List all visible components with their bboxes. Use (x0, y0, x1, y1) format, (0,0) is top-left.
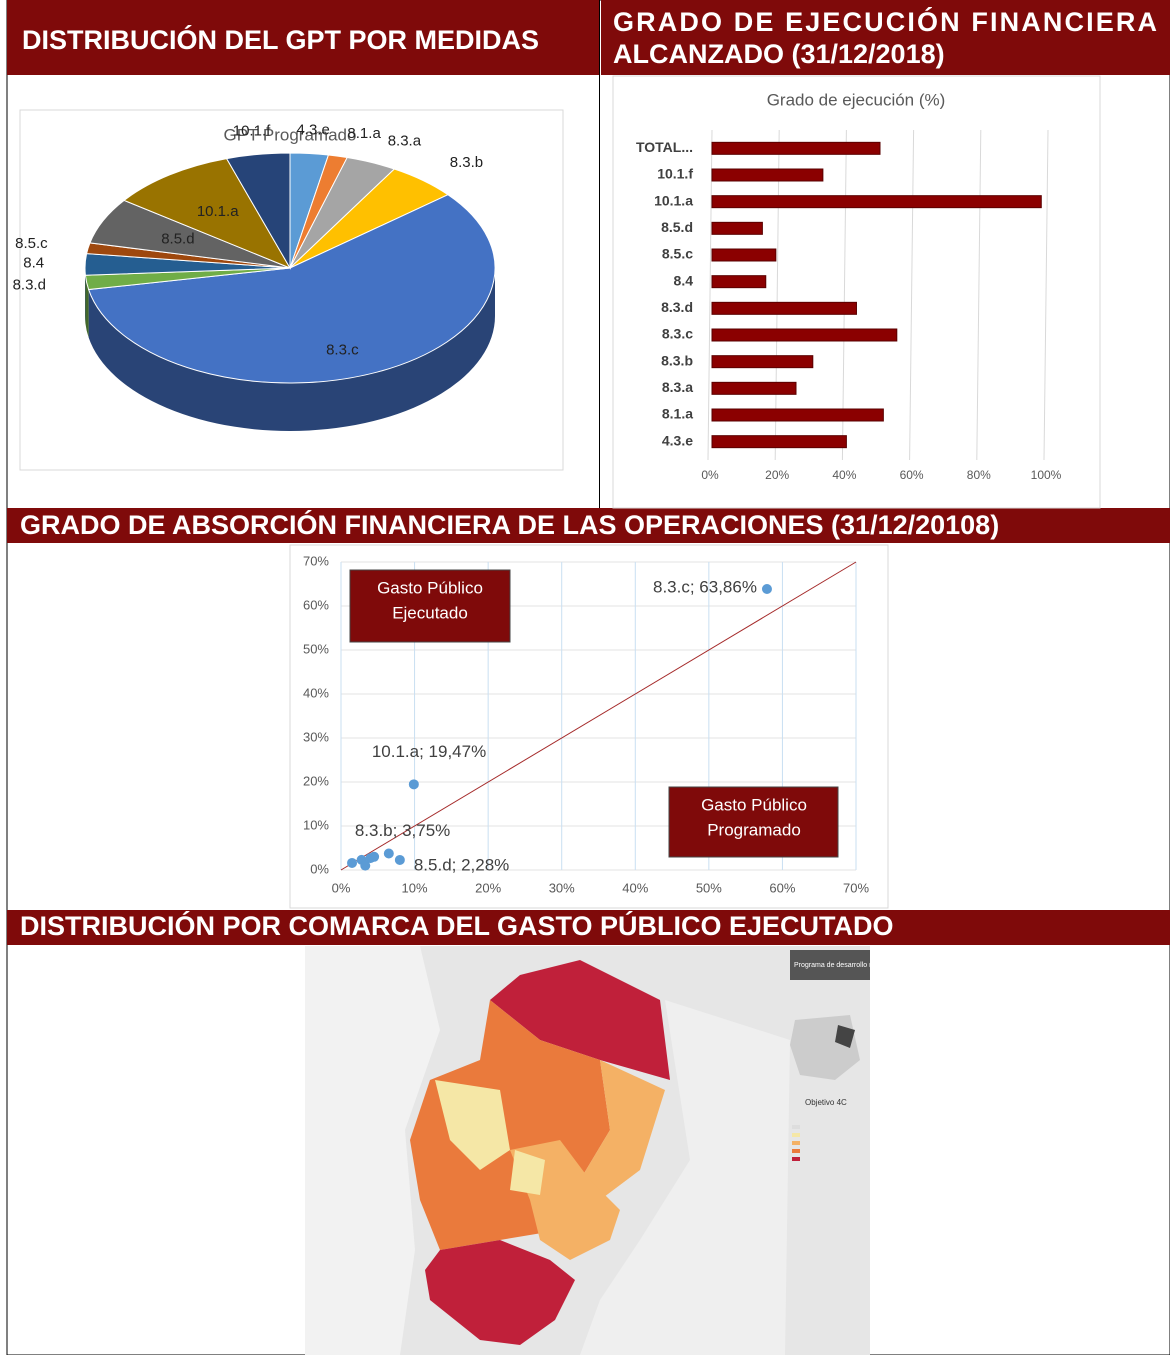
x-tick-label: 30% (549, 880, 575, 895)
point (409, 779, 419, 789)
x-tick-label: 40% (622, 880, 648, 895)
bar (712, 222, 762, 234)
slice-label: 8.5.d (161, 231, 194, 248)
legend-swatch (792, 1157, 800, 1161)
annotation: Programado (707, 820, 801, 839)
x-tick-label: 0% (701, 468, 719, 482)
x-tick-label: 10% (402, 880, 428, 895)
y-tick-label: 30% (303, 729, 329, 744)
y-tick-label: 60% (303, 597, 329, 612)
legend-swatch (792, 1141, 800, 1145)
slice-label: 4.3.e (296, 122, 329, 139)
bar (712, 196, 1041, 208)
y-tick-label: 0% (310, 861, 329, 876)
x-tick-label: 60% (900, 468, 924, 482)
bar (712, 356, 813, 368)
y-tick-label: 8.5.d (661, 219, 693, 235)
y-tick-label: 4.3.e (662, 432, 693, 448)
slice-label: 10.1.a (197, 203, 239, 220)
y-tick-label: 8.4 (674, 272, 694, 288)
point (347, 858, 357, 868)
legend-swatch (792, 1133, 800, 1137)
data-label: 8.3.b; 3,75% (355, 821, 450, 840)
bar (712, 382, 796, 394)
bar (712, 302, 856, 314)
x-tick-label: 100% (1031, 468, 1062, 482)
x-tick-label: 20% (765, 468, 789, 482)
y-tick-label: 8.3.c (662, 326, 693, 342)
chart-title: Grado de ejecución (%) (767, 90, 946, 109)
annotation: Gasto Público (701, 795, 807, 814)
map-legend-title: Programa de desarrollo rural (794, 962, 884, 969)
y-tick-label: 8.3.a (662, 379, 693, 395)
section-title: GRADO DE EJECUCIÓN FINANCIERA (613, 6, 1157, 37)
point (395, 855, 405, 865)
data-label: 10.1.a; 19,47% (372, 742, 486, 761)
legend-swatch (792, 1149, 800, 1153)
y-tick-label: 10.1.a (654, 192, 693, 208)
y-tick-label: 20% (303, 773, 329, 788)
x-tick-label: 40% (832, 468, 856, 482)
data-label: 8.5.d; 2,28% (414, 855, 509, 874)
point (762, 584, 772, 594)
bar (712, 409, 883, 421)
slice-label: 8.3.d (13, 276, 46, 293)
slice-label: 8.1.a (347, 125, 381, 142)
y-tick-label: 8.3.d (661, 299, 693, 315)
y-tick-label: 8.3.b (661, 352, 693, 368)
x-tick-label: 80% (967, 468, 991, 482)
y-tick-label: 10% (303, 817, 329, 832)
point (369, 852, 379, 862)
x-tick-label: 50% (696, 880, 722, 895)
y-tick-label: 70% (303, 553, 329, 568)
section-title: DISTRIBUCIÓN DEL GPT POR MEDIDAS (22, 24, 539, 55)
map: Programa de desarrollo rural Objetivo 4C (305, 946, 884, 1355)
x-tick-label: 70% (843, 880, 869, 895)
slice-label: 8.4 (23, 255, 44, 272)
y-tick-label: 8.1.a (662, 406, 693, 422)
point (384, 849, 394, 859)
section-title: GRADO DE ABSORCIÓN FINANCIERA DE LAS OPE… (20, 509, 999, 540)
bar (712, 169, 823, 181)
section-title: DISTRIBUCIÓN POR COMARCA DEL GASTO PÚBLI… (20, 910, 894, 941)
y-tick-label: TOTAL... (636, 139, 693, 155)
slice-label: 10.1.f (233, 123, 271, 140)
x-tick-label: 20% (475, 880, 501, 895)
data-label: 8.3.c; 63,86% (653, 578, 757, 597)
y-tick-label: 10.1.f (657, 166, 693, 182)
bar (712, 142, 880, 154)
slice-label: 8.5.c (15, 235, 48, 252)
bar (712, 249, 776, 261)
y-tick-label: 8.5.c (662, 246, 693, 262)
slice-label: 8.3.a (388, 132, 422, 149)
y-tick-label: 50% (303, 641, 329, 656)
slice-label: 8.3.c (326, 341, 359, 358)
map-legend-subtitle: Objetivo 4C (805, 1098, 847, 1107)
x-tick-label: 0% (332, 880, 351, 895)
bar (712, 436, 846, 448)
bar (712, 276, 766, 288)
y-tick-label: 40% (303, 685, 329, 700)
section-title: ALCANZADO (31/12/2018) (613, 39, 945, 69)
annotation: Ejecutado (392, 603, 468, 622)
x-tick-label: 60% (769, 880, 795, 895)
bar (712, 329, 897, 341)
slice-label: 8.3.b (450, 154, 483, 171)
legend-swatch (792, 1125, 800, 1129)
annotation: Gasto Público (377, 578, 483, 597)
